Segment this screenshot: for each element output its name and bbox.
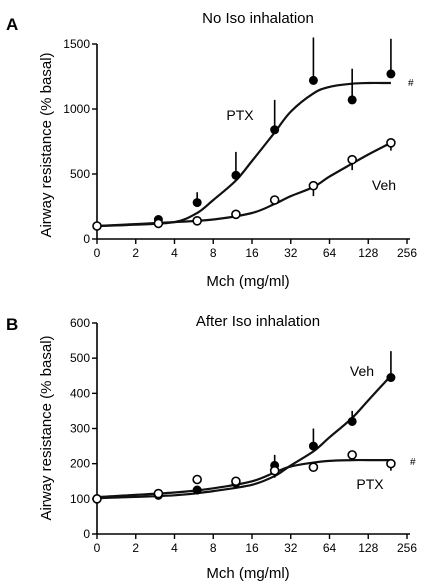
panel-a-significance-mark: #	[408, 78, 414, 89]
panel-a-y-tick-label: 1000	[63, 102, 90, 116]
panel-b-y-tick-label: 0	[83, 527, 90, 541]
panel-b-data-points	[92, 373, 396, 504]
panel-a-point-veh	[92, 221, 102, 231]
panel-a-fit-curves	[96, 81, 392, 228]
panel-b-y-axis-label: Airway resistance (% basal)	[38, 335, 55, 520]
panel-b-point-ptx	[192, 474, 202, 485]
panel-b-axes: 0 2 4 8 16 32 64 128 256 0 100 200 300 400 500 600	[70, 316, 417, 555]
panel-b-y-tick-label: 400	[70, 386, 90, 400]
panel-b-x-tick-label: 16	[245, 541, 259, 555]
panel-a-series-label-veh: Veh	[372, 177, 396, 193]
panel-b: B After Iso inhalation Mch (mg/ml) Airwa…	[6, 313, 417, 582]
panel-a-axes: 0 2 4 8 16 32 64 128 256 0 500 1000 1500	[63, 37, 417, 260]
panel-a-x-tick-label: 2	[132, 246, 139, 260]
panel-b-point-ptx	[153, 488, 164, 499]
panel-a-x-tick-label: 256	[397, 246, 417, 260]
panel-b-point-ptx	[347, 450, 357, 460]
panel-b-point-veh	[347, 416, 357, 426]
panel-b-point-ptx	[92, 494, 102, 504]
panel-b-point-veh	[308, 441, 318, 451]
panel-b-x-tick-label: 64	[323, 541, 337, 555]
panel-a-x-tick-label: 0	[94, 246, 101, 260]
panel-a-point-ptx	[308, 75, 318, 85]
panel-b-x-tick-label: 2	[132, 541, 139, 555]
panel-b-x-tick-label: 0	[94, 541, 101, 555]
panel-a-point-ptx	[386, 69, 396, 79]
panel-b-point-ptx	[269, 465, 280, 476]
panel-a-series-label-ptx: PTX	[226, 107, 254, 123]
panel-b-y-tick-label: 300	[70, 422, 90, 436]
panel-b-y-tick-label: 500	[70, 351, 90, 365]
panel-a-point-veh	[153, 218, 164, 229]
panel-b-series-label-ptx: PTX	[356, 476, 384, 492]
panel-b-fit-curve-ptx	[96, 458, 391, 499]
panel-a-x-tick-label: 128	[358, 246, 378, 260]
panel-b-point-ptx	[231, 476, 241, 487]
panel-a-letter: A	[6, 15, 18, 34]
panel-b-x-tick-label: 128	[358, 541, 378, 555]
panel-a-point-veh	[347, 154, 357, 165]
panel-b-letter: B	[6, 315, 18, 334]
panel-b-point-ptx	[308, 462, 319, 472]
panel-a-x-axis-label: Mch (mg/ml)	[206, 273, 289, 290]
panel-a: A No Iso inhalation Mch (mg/ml) Airway r…	[6, 10, 417, 290]
panel-b-y-tick-label: 100	[70, 492, 90, 506]
panel-a-point-ptx	[347, 95, 357, 105]
panel-b-x-tick-label: 32	[284, 541, 298, 555]
panel-b-fit-curve-veh	[96, 375, 392, 500]
panel-b-significance-mark: #	[410, 457, 416, 468]
panel-a-y-tick-label: 0	[83, 232, 90, 246]
panel-a-x-tick-label: 32	[284, 246, 298, 260]
panel-a-point-veh	[231, 209, 241, 220]
panel-b-point-veh	[386, 373, 396, 383]
panel-a-data-points	[92, 69, 396, 231]
panel-a-x-tick-label: 8	[210, 246, 217, 260]
panel-a-x-tick-label: 4	[171, 246, 178, 260]
panel-b-x-tick-label: 4	[171, 541, 178, 555]
panel-b-title: After Iso inhalation	[196, 313, 320, 330]
panel-b-x-tick-label: 8	[210, 541, 217, 555]
panel-a-x-tick-label: 64	[323, 246, 337, 260]
panel-a-y-tick-label: 500	[70, 167, 90, 181]
panel-a-point-veh	[192, 216, 202, 226]
panel-b-series-label-veh: Veh	[350, 363, 374, 379]
panel-b-y-tick-label: 600	[70, 316, 90, 330]
panel-a-point-ptx	[231, 170, 241, 180]
panel-a-y-axis-label: Airway resistance (% basal)	[38, 52, 55, 237]
panel-a-point-ptx	[270, 125, 280, 135]
panel-b-x-axis-label: Mch (mg/ml)	[206, 565, 289, 582]
panel-a-point-veh	[386, 138, 396, 148]
panel-b-y-tick-label: 200	[70, 457, 90, 471]
panel-a-point-veh	[269, 195, 280, 205]
panel-a-y-tick-label: 1500	[63, 37, 90, 51]
panel-a-x-tick-label: 16	[245, 246, 259, 260]
panel-a-point-ptx	[192, 198, 202, 208]
panel-a-fit-curve-veh	[96, 141, 392, 228]
panel-a-title: No Iso inhalation	[202, 10, 314, 27]
panel-b-x-tick-label: 256	[397, 541, 417, 555]
panel-b-point-ptx	[386, 458, 396, 469]
panel-b-fit-curves	[96, 375, 392, 500]
panel-a-point-veh	[308, 180, 319, 191]
panel-a-fit-curve-ptx	[96, 81, 391, 228]
panel-b-point-veh	[192, 485, 202, 495]
